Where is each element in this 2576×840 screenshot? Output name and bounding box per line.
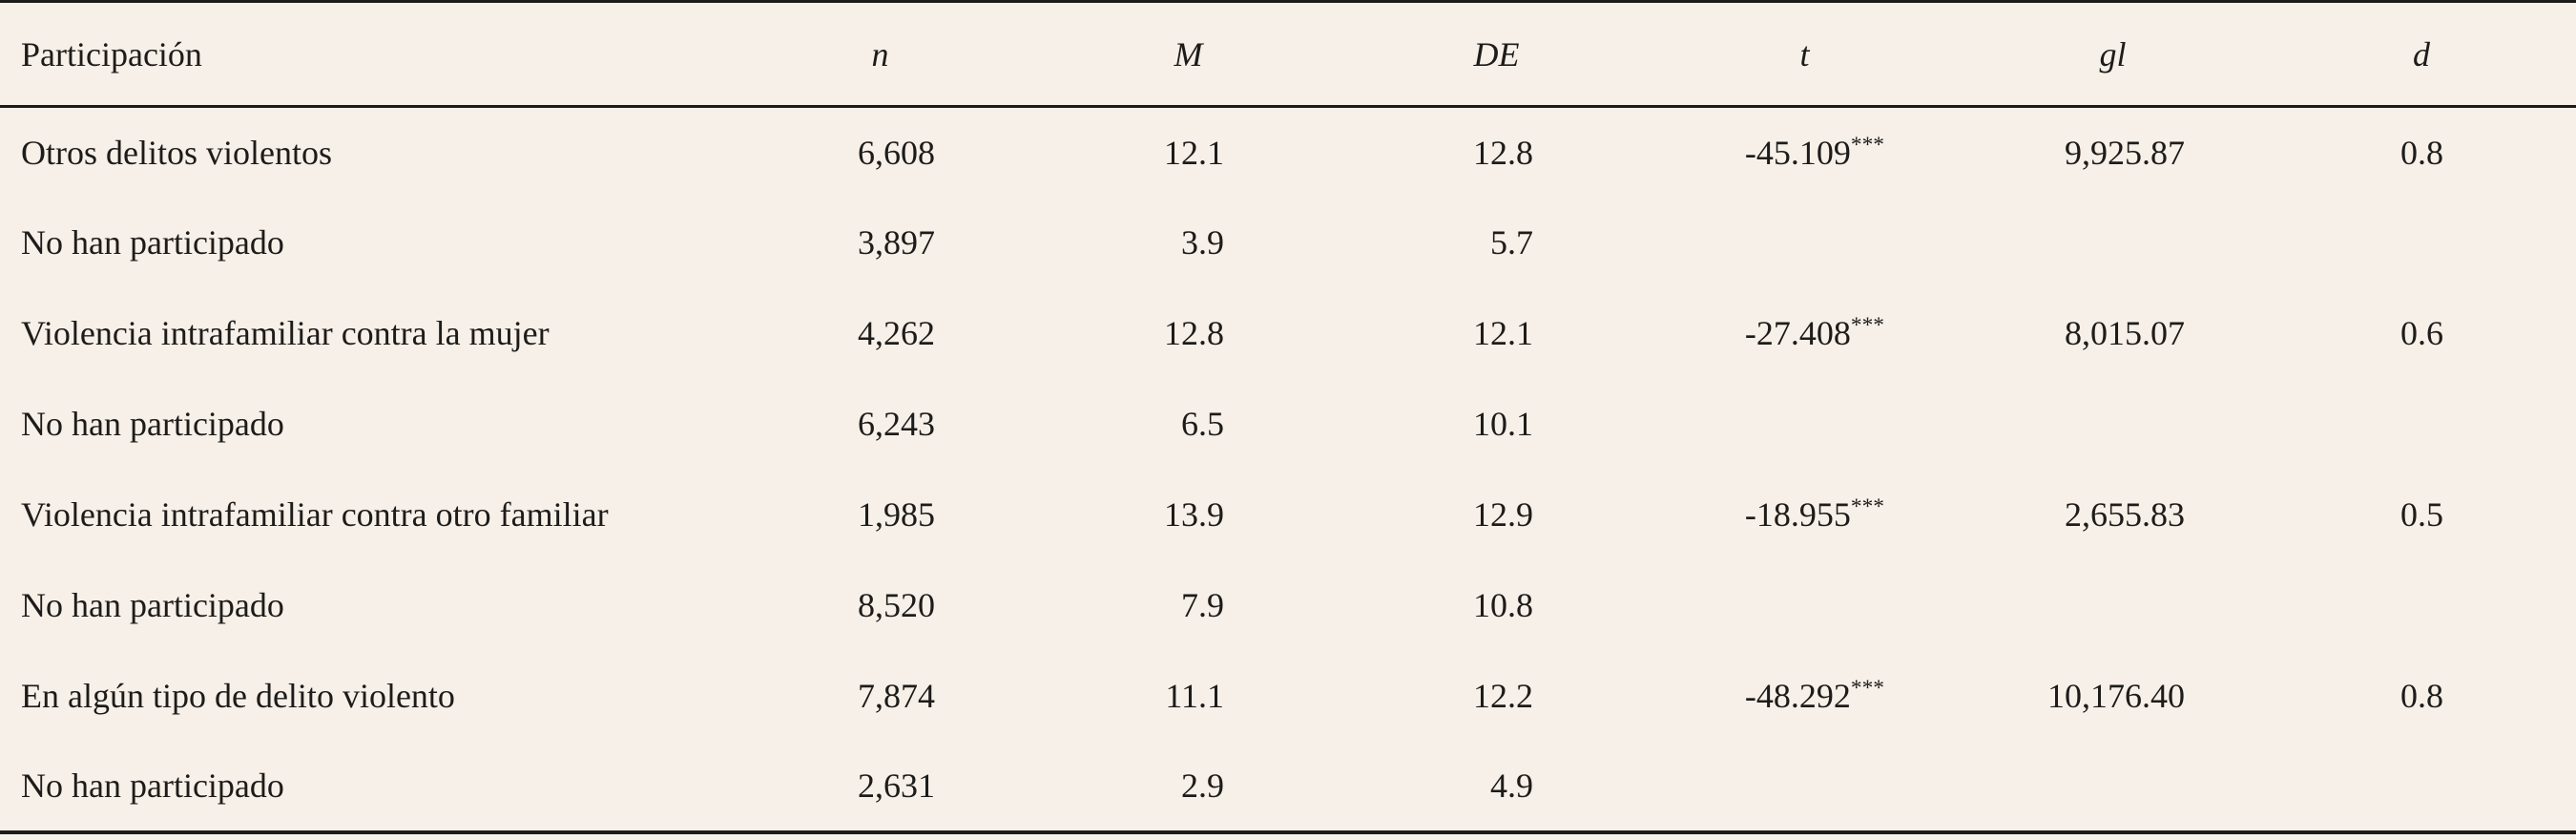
cell-gl bbox=[1959, 742, 2267, 832]
cell-d bbox=[2267, 379, 2576, 470]
table-row: Violencia intrafamiliar contra la mujer … bbox=[0, 288, 2576, 379]
header-row: Participación n M DE t gl d bbox=[0, 1, 2576, 108]
column-header-t: t bbox=[1651, 1, 1959, 108]
table-row: Violencia intrafamiliar contra otro fami… bbox=[0, 470, 2576, 560]
cell-t: -18.955*** bbox=[1651, 470, 1959, 560]
cell-m: 12.1 bbox=[1164, 133, 1224, 172]
cell-participacion: No han participado bbox=[21, 766, 284, 805]
cell-participacion: Otros delitos violentos bbox=[21, 133, 332, 172]
cell-de: 12.1 bbox=[1473, 314, 1533, 352]
cell-d: 0.8 bbox=[2400, 133, 2443, 172]
table-row: Otros delitos violentos 6,608 12.1 12.8 … bbox=[0, 107, 2576, 198]
column-header-d: d bbox=[2267, 1, 2576, 108]
cell-m: 2.9 bbox=[1181, 766, 1224, 805]
t-value: -27.408 bbox=[1744, 314, 1851, 352]
cell-de: 12.8 bbox=[1473, 133, 1533, 172]
cell-de: 12.9 bbox=[1473, 495, 1533, 534]
cell-d bbox=[2267, 742, 2576, 832]
cell-m: 13.9 bbox=[1164, 495, 1224, 534]
cell-n: 6,243 bbox=[858, 405, 935, 443]
column-header-participacion: Participación bbox=[0, 1, 726, 108]
cell-gl: 2,655.83 bbox=[2065, 495, 2185, 534]
cell-participacion: No han participado bbox=[21, 405, 284, 443]
cell-gl bbox=[1959, 379, 2267, 470]
table-row: No han participado 3,897 3.9 5.7 bbox=[0, 198, 2576, 288]
cell-d bbox=[2267, 560, 2576, 651]
cell-n: 3,897 bbox=[858, 223, 935, 262]
cell-gl: 8,015.07 bbox=[2065, 314, 2185, 352]
table-row: En algún tipo de delito violento 7,874 1… bbox=[0, 651, 2576, 742]
significance-stars: *** bbox=[1850, 676, 1884, 701]
cell-n: 2,631 bbox=[858, 766, 935, 805]
cell-t: -27.408*** bbox=[1651, 288, 1959, 379]
cell-de: 12.2 bbox=[1473, 677, 1533, 715]
cell-d: 0.8 bbox=[2400, 677, 2443, 715]
table-row: No han participado 2,631 2.9 4.9 bbox=[0, 742, 2576, 832]
cell-n: 6,608 bbox=[858, 133, 935, 172]
cell-m: 12.8 bbox=[1164, 314, 1224, 352]
significance-stars: *** bbox=[1850, 132, 1884, 158]
cell-d: 0.6 bbox=[2400, 314, 2443, 352]
significance-stars: *** bbox=[1850, 313, 1884, 338]
cell-participacion: No han participado bbox=[21, 223, 284, 262]
cell-gl bbox=[1959, 560, 2267, 651]
cell-d: 0.5 bbox=[2400, 495, 2443, 534]
t-value: -45.109 bbox=[1744, 133, 1851, 172]
cell-de: 10.8 bbox=[1473, 586, 1533, 624]
cell-gl: 9,925.87 bbox=[2065, 133, 2185, 172]
column-header-gl: gl bbox=[1959, 1, 2267, 108]
cell-gl bbox=[1959, 198, 2267, 288]
cell-t bbox=[1651, 379, 1959, 470]
cell-t bbox=[1651, 560, 1959, 651]
column-header-n: n bbox=[726, 1, 1034, 108]
cell-n: 1,985 bbox=[858, 495, 935, 534]
cell-de: 10.1 bbox=[1473, 405, 1533, 443]
table-row: No han participado 6,243 6.5 10.1 bbox=[0, 379, 2576, 470]
cell-gl: 10,176.40 bbox=[2047, 677, 2185, 715]
cell-m: 7.9 bbox=[1181, 586, 1224, 624]
cell-t bbox=[1651, 742, 1959, 832]
cell-participacion: No han participado bbox=[21, 586, 284, 624]
t-value: -18.955 bbox=[1744, 495, 1851, 534]
cell-d bbox=[2267, 198, 2576, 288]
cell-m: 11.1 bbox=[1165, 677, 1224, 715]
cell-n: 8,520 bbox=[858, 586, 935, 624]
cell-participacion: Violencia intrafamiliar contra la mujer bbox=[21, 314, 550, 352]
cell-participacion: En algún tipo de delito violento bbox=[21, 677, 455, 715]
table-row: No han participado 8,520 7.9 10.8 bbox=[0, 560, 2576, 651]
cell-n: 7,874 bbox=[858, 677, 935, 715]
cell-m: 6.5 bbox=[1181, 405, 1224, 443]
cell-n: 4,262 bbox=[858, 314, 935, 352]
cell-m: 3.9 bbox=[1181, 223, 1224, 262]
t-value: -48.292 bbox=[1744, 677, 1851, 715]
column-header-m: M bbox=[1034, 1, 1342, 108]
cell-t: -45.109*** bbox=[1651, 107, 1959, 198]
cell-de: 5.7 bbox=[1490, 223, 1533, 262]
cell-t bbox=[1651, 198, 1959, 288]
significance-stars: *** bbox=[1850, 494, 1884, 519]
cell-de: 4.9 bbox=[1490, 766, 1533, 805]
cell-participacion: Violencia intrafamiliar contra otro fami… bbox=[21, 495, 609, 534]
cell-t: -48.292*** bbox=[1651, 651, 1959, 742]
column-header-de: DE bbox=[1342, 1, 1651, 108]
